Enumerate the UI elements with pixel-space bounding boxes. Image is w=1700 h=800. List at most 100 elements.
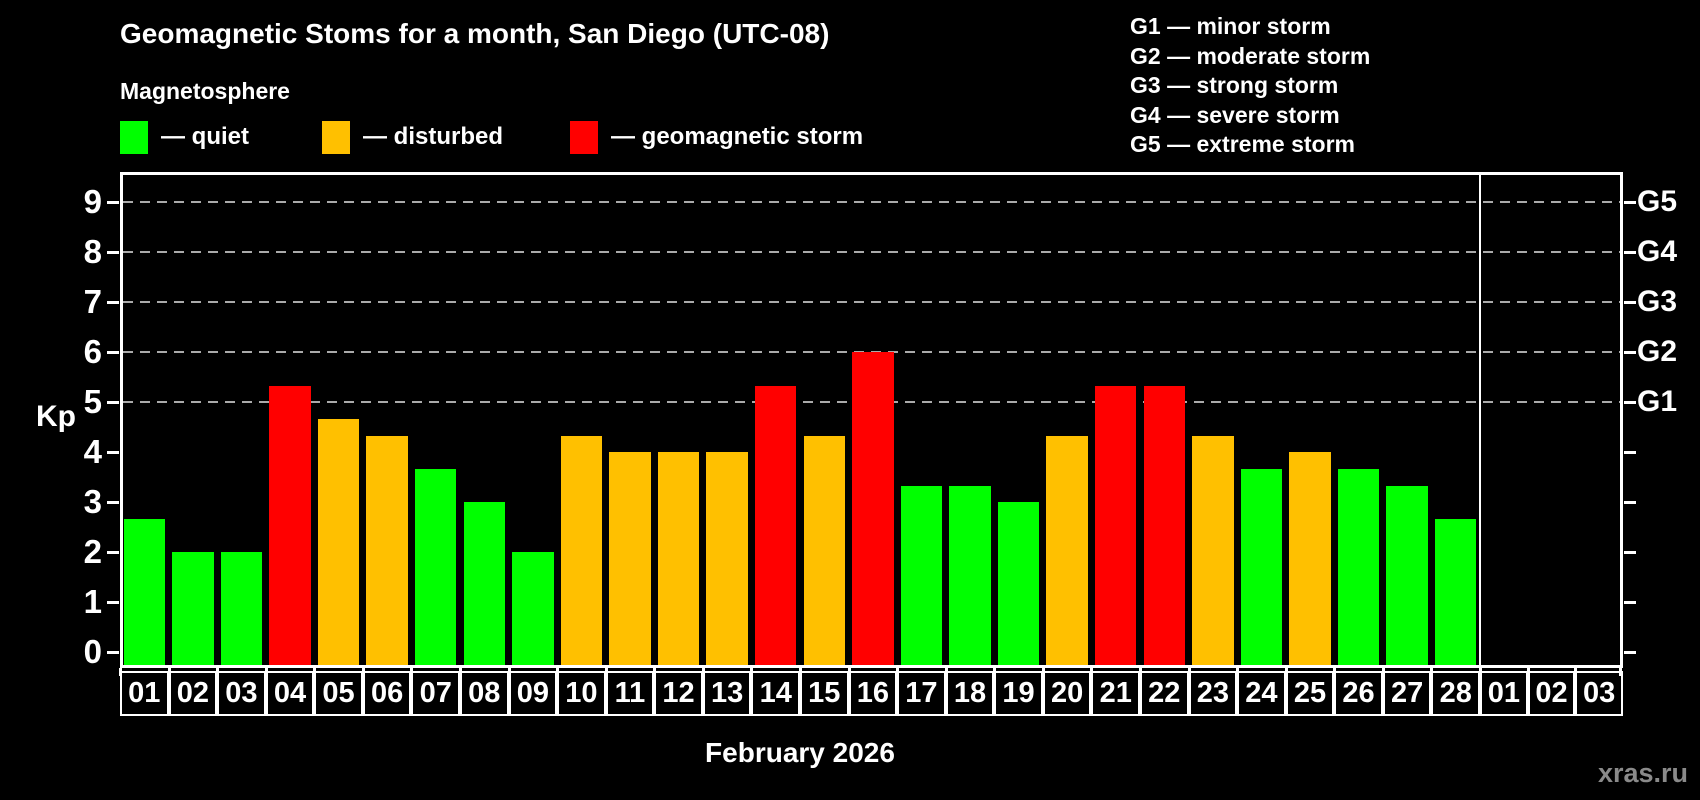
x-tick-8: [507, 668, 511, 676]
kp-bar-day-18: [949, 485, 991, 665]
y-tick-right-5: [1624, 400, 1636, 404]
kp-bar-day-09: [512, 552, 554, 665]
x-tick-11: [653, 668, 657, 676]
x-tick-5: [361, 668, 365, 676]
day-label-feb-21: 21: [1091, 671, 1140, 716]
kp-bar-day-02: [172, 552, 214, 665]
kp-bar-day-24: [1240, 468, 1283, 665]
y-tick-left-7: [107, 300, 119, 304]
legend-item-label: — geomagnetic storm: [611, 123, 864, 150]
day-label-mar-01: 01: [1480, 671, 1528, 716]
day-label-feb-25: 25: [1285, 671, 1335, 716]
y-tick-left-2: [107, 550, 119, 554]
day-label-feb-18: 18: [945, 671, 995, 716]
y-tick-label-6: 6: [83, 333, 102, 370]
y-tick-right-2: [1624, 550, 1636, 554]
g-scale-row-3: G3 — strong storm: [1130, 72, 1339, 98]
x-tick-28: [1479, 668, 1482, 676]
day-label-feb-14: 14: [751, 671, 800, 716]
storm-color-swatch-icon: [570, 120, 598, 154]
magnetosphere-legend-title: Magnetosphere: [120, 78, 290, 104]
x-tick-1: [167, 668, 171, 676]
kp-bar-day-06: [366, 435, 408, 665]
y-tick-left-1: [107, 600, 119, 604]
kp-bar-day-12: [657, 452, 700, 665]
kp-bar-day-26: [1337, 468, 1380, 665]
legend-item-disturbed: — disturbed: [322, 119, 503, 155]
day-label-feb-05: 05: [314, 671, 363, 716]
y-tick-label-7: 7: [83, 283, 102, 320]
kp-bar-day-05: [317, 418, 360, 665]
month-separator-line: [1479, 172, 1481, 668]
kp-bar-day-14: [754, 385, 797, 665]
x-tick-31: [1619, 668, 1622, 676]
legend-item-label: — disturbed: [363, 123, 504, 150]
y-tick-right-4: [1624, 450, 1636, 454]
x-tick-16: [896, 668, 900, 676]
g-scale-legend: G1 — minor storm G2 — moderate storm G3 — …: [1130, 12, 1370, 160]
kp-bar-day-28: [1434, 518, 1477, 665]
gridline-kp9: [123, 201, 1620, 203]
g-scale-row-2: G2 — moderate storm: [1130, 42, 1371, 69]
x-tick-22: [1187, 668, 1191, 676]
kp-bar-day-21: [1094, 385, 1137, 665]
g-scale-row-5: G5 — extreme storm: [1130, 131, 1355, 157]
y-tick-left-6: [107, 350, 119, 354]
day-label-feb-27: 27: [1382, 671, 1432, 716]
g-axis-label-g3: G3: [1637, 285, 1678, 318]
day-label-feb-19: 19: [994, 671, 1043, 716]
y-tick-label-5: 5: [83, 383, 102, 420]
y-tick-right-7: [1624, 300, 1636, 304]
x-tick-2: [216, 668, 220, 676]
y-tick-label-4: 4: [83, 433, 102, 470]
x-tick-25: [1333, 668, 1337, 676]
x-tick-9: [556, 668, 560, 676]
x-tick-3: [264, 668, 268, 676]
legend-item-label: — quiet: [161, 123, 249, 150]
y-tick-label-3: 3: [83, 483, 102, 520]
y-tick-right-6: [1624, 350, 1636, 354]
y-tick-left-5: [107, 400, 119, 404]
quiet-color-swatch-icon: [120, 120, 148, 154]
g-scale-row-4: G4 — severe storm: [1130, 101, 1340, 128]
x-tick-14: [799, 668, 802, 676]
day-label-feb-06: 06: [362, 671, 412, 716]
x-tick-26: [1381, 668, 1385, 676]
y-tick-left-0: [107, 650, 119, 654]
day-label-feb-11: 11: [605, 671, 655, 716]
x-tick-24: [1284, 668, 1288, 676]
kp-bar-day-20: [1046, 435, 1088, 665]
x-tick-30: [1574, 668, 1578, 676]
y-tick-left-4: [107, 450, 119, 454]
day-label-feb-08: 08: [460, 671, 509, 716]
g-axis-label-g1: G1: [1637, 385, 1678, 418]
x-tick-15: [847, 668, 851, 676]
kp-bar-day-15: [803, 435, 846, 665]
chart-title: Geomagnetic Stoms for a month, San Diego…: [120, 18, 830, 49]
kp-bar-day-16: [852, 352, 894, 665]
day-label-feb-16: 16: [848, 671, 898, 716]
x-tick-18: [993, 668, 997, 676]
y-tick-left-8: [107, 250, 119, 254]
x-tick-20: [1090, 668, 1094, 676]
x-tick-10: [604, 668, 608, 676]
day-label-feb-10: 10: [557, 671, 606, 716]
x-tick-27: [1430, 668, 1434, 676]
day-label-feb-09: 09: [508, 671, 558, 716]
y-tick-label-2: 2: [83, 533, 102, 570]
x-tick-17: [944, 668, 948, 676]
y-tick-label-1: 1: [83, 583, 102, 620]
kp-bar-day-23: [1192, 435, 1234, 665]
day-label-mar-02: 02: [1527, 671, 1576, 716]
y-tick-right-8: [1624, 250, 1636, 254]
y-axis-label-kp: Kp: [36, 400, 76, 433]
x-tick-23: [1236, 668, 1240, 676]
g-scale-row-1: G1 — minor storm: [1130, 13, 1331, 39]
kp-bar-day-27: [1386, 485, 1428, 665]
plot-area: [107, 172, 1636, 668]
day-label-feb-22: 22: [1140, 671, 1189, 716]
y-tick-right-1: [1624, 600, 1636, 604]
x-tick-7: [459, 668, 462, 676]
watermark: xras.ru: [1597, 758, 1688, 788]
kp-bar-day-25: [1289, 452, 1331, 665]
